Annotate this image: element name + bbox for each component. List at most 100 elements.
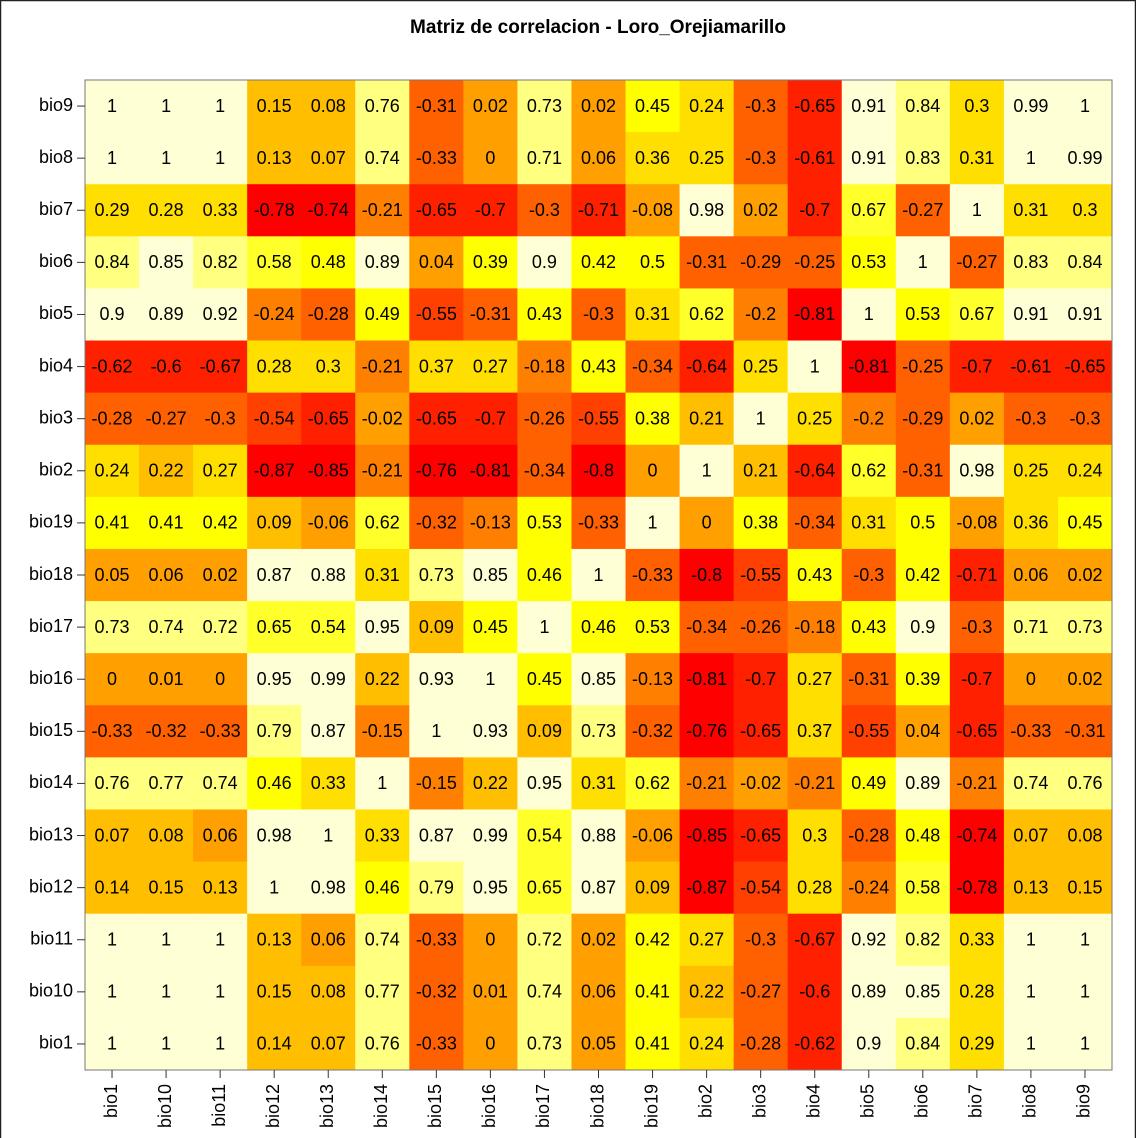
- heat-cell: [193, 288, 248, 342]
- cell-label: -0.06: [308, 513, 349, 533]
- heat-cell: [517, 965, 572, 1019]
- cell-label: 1: [1026, 148, 1036, 168]
- heat-cell: [895, 809, 951, 863]
- cell-label: -0.87: [686, 877, 727, 897]
- heat-cell: [517, 1017, 572, 1071]
- cell-label: 0.54: [527, 825, 562, 845]
- heat-cell: [949, 392, 1005, 446]
- y-tick-label: bio13: [29, 824, 73, 844]
- heat-cell: [85, 80, 140, 133]
- cell-label: -0.55: [848, 721, 889, 741]
- heat-cell: [193, 757, 248, 810]
- heat-cell: [841, 184, 897, 237]
- heat-cell: [679, 184, 735, 237]
- cell-label: 0.79: [257, 721, 292, 741]
- cell-label: -0.34: [632, 356, 673, 376]
- cell-label: 0.89: [851, 982, 886, 1002]
- cell-label: 0.79: [419, 877, 454, 897]
- heat-cell: [139, 444, 194, 498]
- cell-label: -0.54: [254, 408, 295, 428]
- cell-label: 0.08: [311, 982, 346, 1002]
- cell-label: 0.09: [635, 877, 670, 897]
- heat-cell: [949, 601, 1005, 654]
- heat-cell: [193, 392, 248, 446]
- cell-label: -0.26: [740, 617, 781, 637]
- cell-label: 0.62: [365, 513, 400, 533]
- heat-cell: [247, 861, 302, 915]
- heat-cell: [625, 236, 681, 289]
- heat-cell: [247, 132, 302, 185]
- cell-label: -0.32: [416, 513, 457, 533]
- heat-cell: [571, 861, 627, 915]
- cell-label: 1: [107, 1034, 117, 1054]
- heat-cell: [841, 861, 897, 915]
- cell-label: 0.99: [473, 825, 508, 845]
- cell-label: 1: [539, 617, 549, 637]
- cell-label: -0.65: [1064, 356, 1105, 376]
- heat-cell: [679, 496, 735, 550]
- cell-label: -0.74: [956, 825, 997, 845]
- heat-cell: [409, 809, 464, 863]
- heat-cell: [409, 601, 464, 654]
- heat-cell: [1003, 184, 1059, 237]
- heat-cell: [139, 340, 194, 394]
- cell-label: -0.31: [686, 252, 727, 272]
- cell-label: 1: [972, 200, 982, 220]
- heat-cell: [841, 444, 897, 498]
- cell-label: 0.99: [1013, 96, 1048, 116]
- cell-label: -0.81: [470, 461, 511, 481]
- x-tick-label: bio10: [155, 1084, 175, 1128]
- cell-label: 0.99: [311, 669, 346, 689]
- heat-cell: [571, 184, 627, 237]
- heat-cell: [733, 392, 789, 446]
- heat-cell: [301, 236, 356, 289]
- heat-cell: [517, 913, 572, 967]
- cell-label: -0.28: [308, 304, 349, 324]
- heat-cell: [409, 184, 464, 237]
- y-tick-label: bio14: [29, 772, 73, 792]
- cell-label: 1: [1080, 982, 1090, 1002]
- cell-label: 0.25: [743, 356, 778, 376]
- heat-cell: [571, 913, 627, 967]
- heat-cell: [733, 809, 789, 863]
- heat-cell: [625, 288, 681, 342]
- cell-label: 0.9: [100, 304, 125, 324]
- heat-cell: [895, 288, 951, 342]
- x-tick-label: bio13: [317, 1084, 337, 1128]
- heat-cell: [463, 757, 518, 810]
- cell-label: 0.95: [473, 877, 508, 897]
- cell-label: -0.65: [416, 200, 457, 220]
- cell-label: -0.55: [578, 408, 619, 428]
- cell-label: 0.85: [905, 982, 940, 1002]
- heat-cell: [301, 288, 356, 342]
- cell-label: 0.09: [257, 513, 292, 533]
- cell-label: 0.41: [635, 982, 670, 1002]
- cell-label: 0.13: [257, 148, 292, 168]
- heat-cell: [301, 340, 356, 394]
- cell-label: 0.25: [689, 148, 724, 168]
- heat-cell: [625, 861, 681, 915]
- heat-cell: [571, 340, 627, 394]
- cell-label: 0.49: [365, 304, 400, 324]
- cell-label: 0.27: [473, 356, 508, 376]
- heat-cell: [625, 965, 681, 1019]
- cell-label: -0.3: [853, 565, 884, 585]
- heat-cell: [139, 809, 194, 863]
- cell-label: 0.46: [581, 617, 616, 637]
- cell-label: -0.21: [686, 773, 727, 793]
- heat-cell: [1003, 757, 1059, 810]
- cell-label: 1: [1080, 96, 1090, 116]
- x-tick-label: bio8: [1020, 1084, 1040, 1118]
- heat-cell: [193, 809, 248, 863]
- heat-cell: [301, 965, 356, 1019]
- heat-cell: [1003, 809, 1059, 863]
- cell-label: -0.33: [1010, 721, 1051, 741]
- cell-label: -0.3: [745, 96, 776, 116]
- cell-label: 0.31: [851, 513, 886, 533]
- heat-cell: [1057, 288, 1113, 342]
- cell-label: -0.65: [794, 96, 835, 116]
- cell-label: 1: [215, 148, 225, 168]
- heat-cell: [247, 705, 302, 758]
- heat-cell: [949, 288, 1005, 342]
- cell-label: 0.15: [257, 982, 292, 1002]
